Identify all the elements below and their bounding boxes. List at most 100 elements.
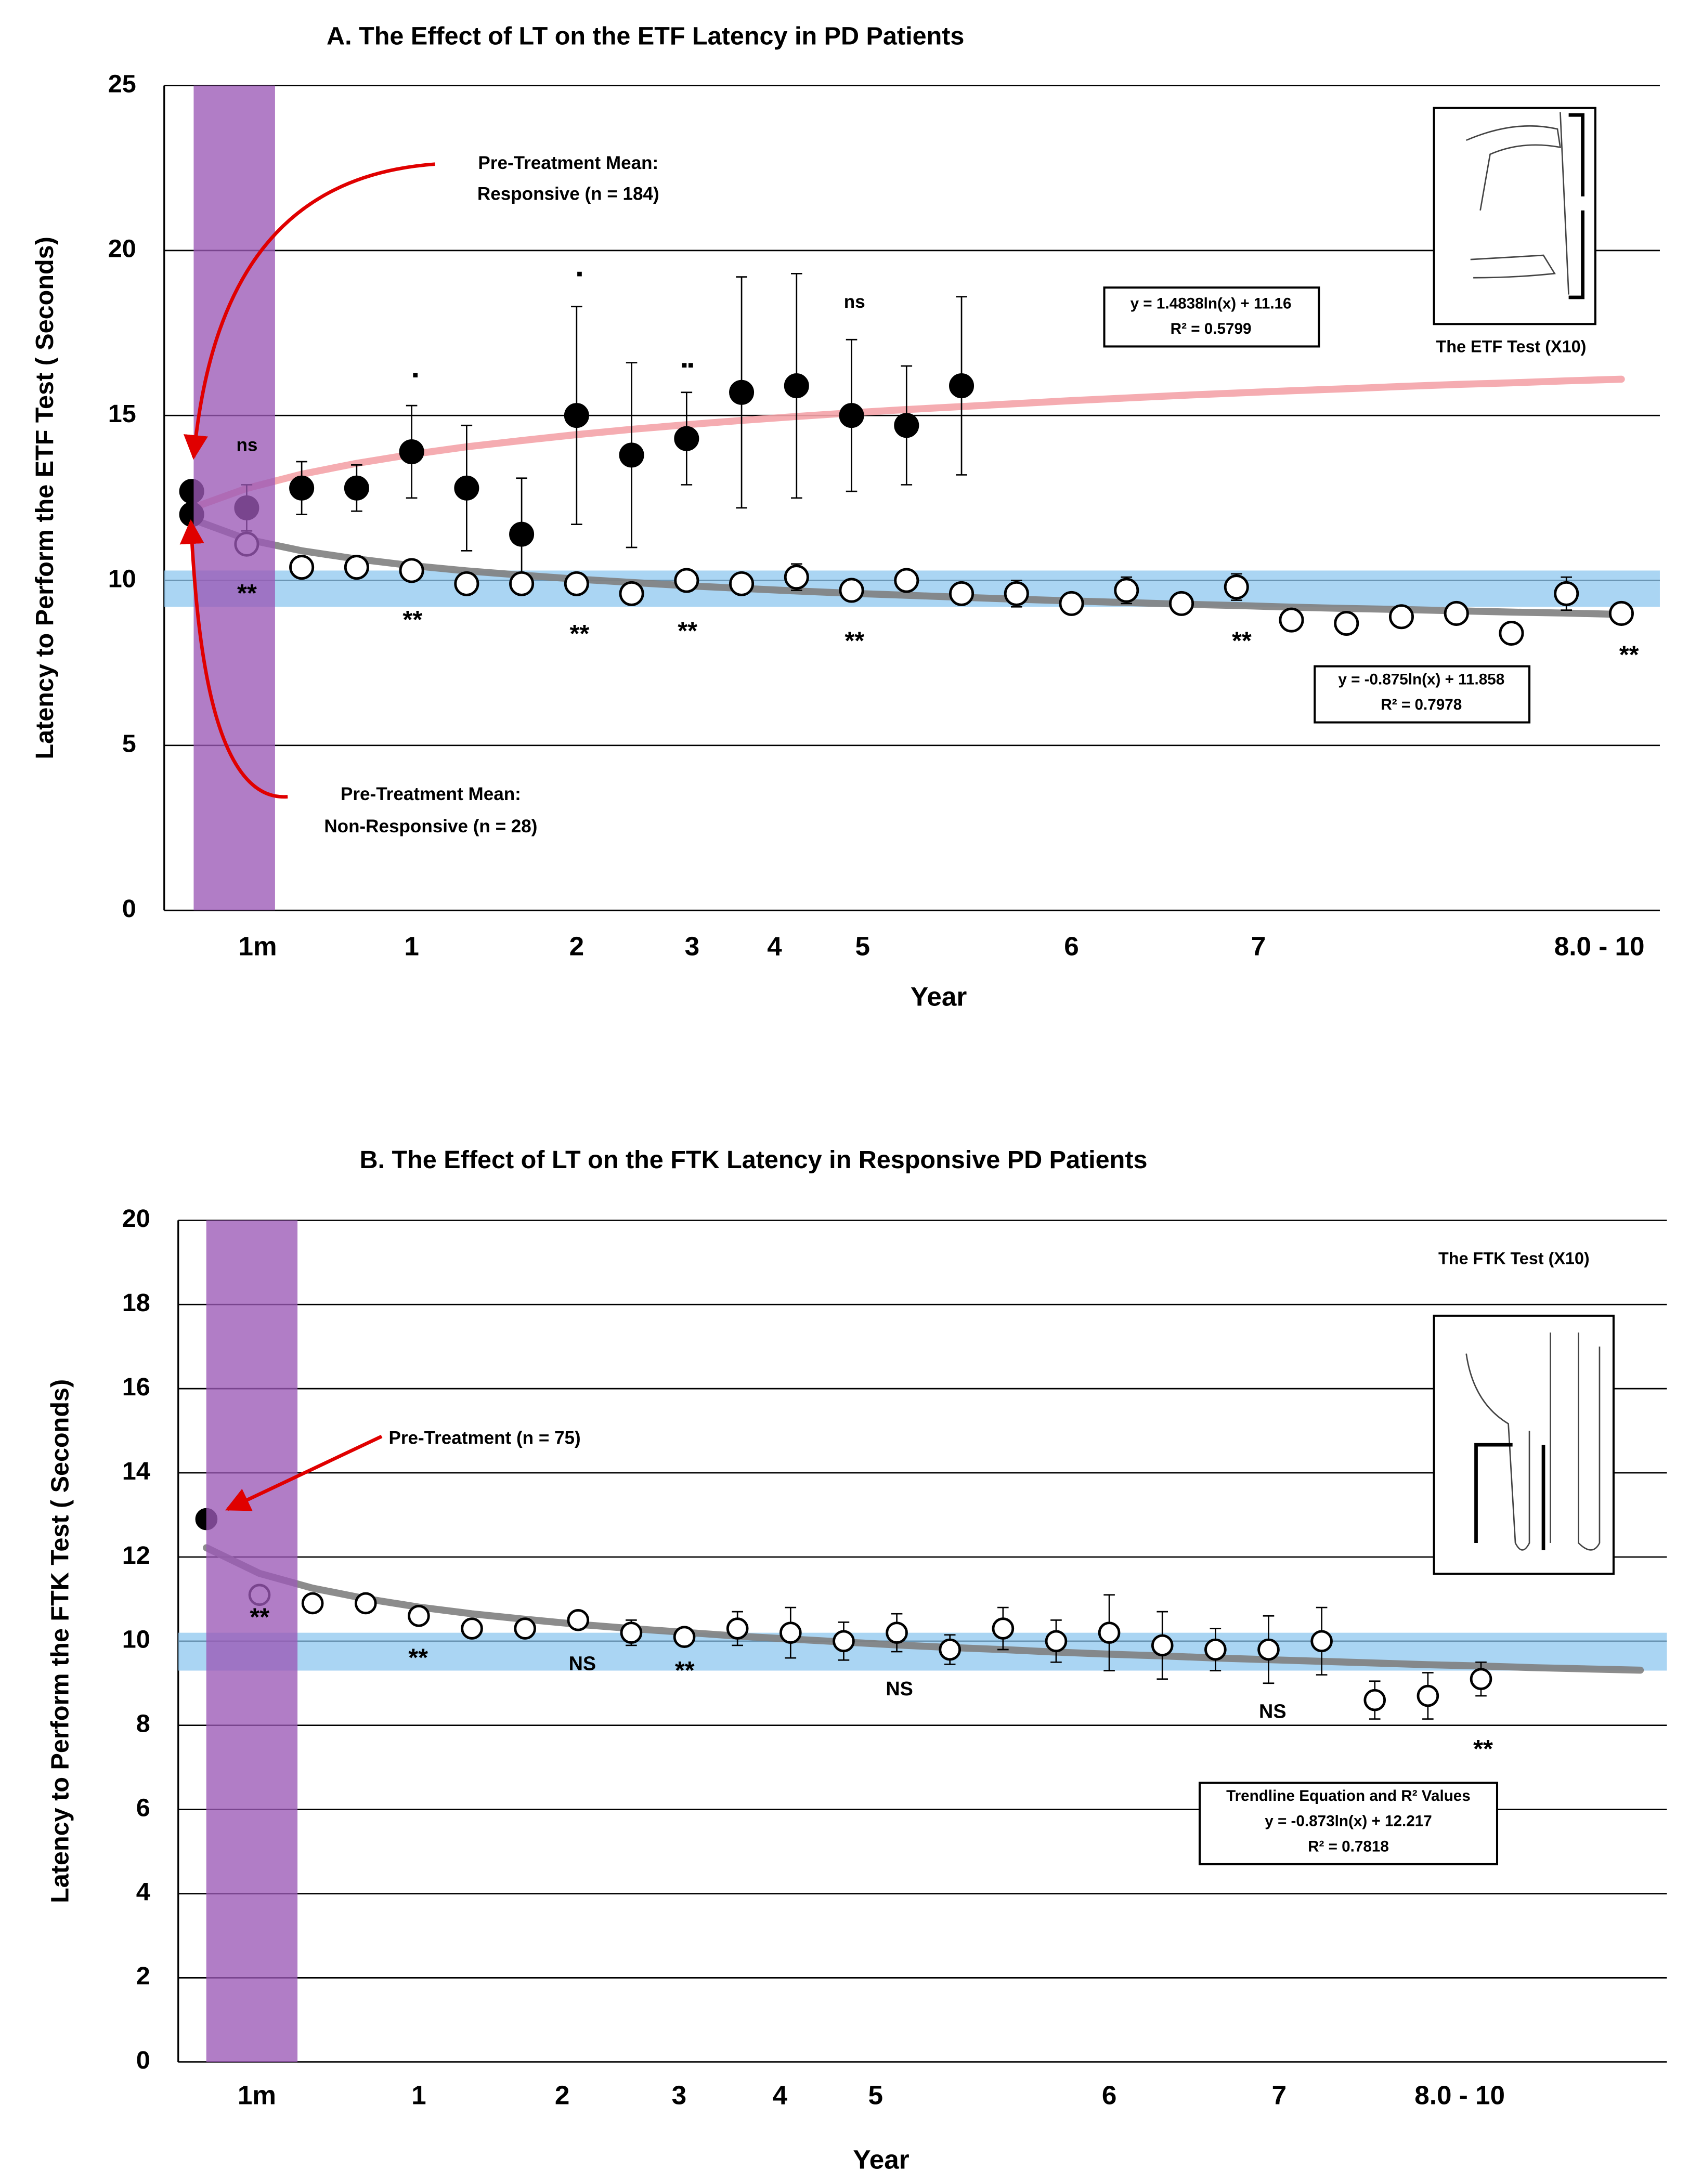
data-point [992, 1617, 1015, 1640]
data-point [674, 568, 699, 593]
data-point [1499, 621, 1524, 646]
data-point [1257, 1638, 1280, 1661]
chart: B. The Effect of LT on the FTK Latency i… [46, 1146, 1667, 2174]
annotation: ** [1473, 1735, 1493, 1763]
data-point [1554, 581, 1579, 606]
x-tick-label: 5 [855, 931, 870, 961]
annotation: ns [236, 435, 257, 455]
x-tick-label: 4 [773, 2080, 788, 2110]
data-point [1310, 1630, 1333, 1653]
y-tick-label: 0 [122, 895, 136, 923]
annotation: NS [886, 1678, 913, 1700]
y-tick-label: 6 [136, 1794, 150, 1822]
annotation: ** [844, 627, 864, 655]
data-point [1098, 1621, 1121, 1644]
y-axis-label: Latency to Perform the ETF Test ( Second… [31, 237, 59, 759]
annotation: ** [250, 1603, 269, 1631]
data-point [509, 521, 535, 547]
data-point [839, 578, 864, 603]
annotation: y = 1.4838ln(x) + 11.16 [1131, 295, 1292, 312]
annotation: ▪ [412, 364, 419, 385]
data-point [949, 581, 975, 606]
y-tick-label: 14 [122, 1457, 150, 1485]
annotation: The FTK Test (X10) [1438, 1249, 1590, 1267]
annotation: ** [1619, 641, 1639, 669]
data-point [408, 1604, 430, 1627]
annotation: Pre-Treatment (n = 75) [388, 1428, 580, 1448]
y-tick-label: 12 [122, 1541, 150, 1570]
x-axis-label: Year [911, 982, 967, 1012]
annotation: ** [1232, 627, 1252, 655]
x-tick-label: 4 [767, 931, 782, 961]
data-point [833, 1630, 855, 1653]
x-tick-label: 1 [411, 2080, 426, 2110]
data-point [1168, 591, 1194, 616]
y-tick-label: 25 [108, 70, 136, 98]
data-point [1004, 581, 1029, 606]
data-point [1045, 1630, 1068, 1653]
arrow [225, 1434, 383, 1511]
data-point [726, 1617, 749, 1640]
y-tick-label: 0 [136, 2046, 150, 2074]
y-tick-label: 16 [122, 1373, 150, 1401]
data-point [564, 403, 589, 428]
annotation: ** [570, 620, 590, 648]
data-point [939, 1638, 962, 1661]
annotation: The ETF Test (X10) [1436, 337, 1587, 356]
x-tick-label: 2 [569, 931, 584, 961]
x-tick-label: 6 [1102, 2080, 1117, 2110]
data-point [301, 1592, 324, 1615]
chart: A. The Effect of LT on the ETF Latency i… [31, 22, 1660, 1012]
chart-title: A. The Effect of LT on the ETF Latency i… [327, 22, 964, 50]
annotation: ns [844, 292, 865, 312]
data-point [1224, 574, 1249, 600]
annotation: ** [675, 1656, 695, 1684]
data-point [784, 565, 809, 590]
data-point [1151, 1634, 1174, 1657]
data-point [399, 439, 424, 465]
data-point [1334, 610, 1359, 636]
data-point [620, 1621, 643, 1644]
data-point [1444, 600, 1469, 626]
data-point [567, 1609, 590, 1631]
y-tick-label: 10 [108, 565, 136, 593]
data-point [619, 581, 644, 606]
data-point [454, 571, 479, 596]
data-point [344, 475, 369, 501]
x-tick-label: 7 [1272, 2080, 1287, 2110]
y-tick-label: 20 [108, 235, 136, 263]
y-axis-label: Latency to Perform the FTK Test ( Second… [46, 1379, 74, 1903]
annotation: ** [408, 1644, 428, 1672]
data-point [564, 571, 589, 596]
annotation: Non-Responsive (n = 28) [324, 816, 537, 836]
y-tick-label: 15 [108, 400, 136, 428]
data-point [886, 1621, 908, 1644]
annotation: y = -0.875ln(x) + 11.858 [1338, 671, 1504, 688]
annotation: Pre-Treatment Mean: [341, 784, 521, 804]
data-point [1279, 607, 1304, 633]
x-tick-label: 1m [238, 2080, 276, 2110]
y-tick-label: 2 [136, 1962, 150, 1990]
y-tick-label: 8 [136, 1710, 150, 1738]
data-point [344, 555, 369, 580]
annotation: y = -0.873ln(x) + 12.217 [1265, 1813, 1432, 1830]
annotation: NS [1259, 1701, 1286, 1722]
data-point [509, 571, 535, 596]
x-tick-label: 3 [685, 931, 700, 961]
data-point [1114, 578, 1139, 603]
data-point [1204, 1638, 1227, 1661]
trend-line [188, 515, 1625, 618]
data-point [289, 555, 315, 580]
y-tick-label: 4 [136, 1878, 150, 1906]
etf-illustration [1433, 107, 1596, 325]
annotation: Pre-Treatment Mean: [478, 153, 658, 173]
chart-title: B. The Effect of LT on the FTK Latency i… [359, 1146, 1147, 1174]
data-point [619, 442, 644, 468]
data-point [949, 373, 975, 399]
annotation: R² = 0.5799 [1171, 320, 1252, 337]
annotation: R² = 0.7978 [1381, 696, 1462, 713]
data-point [1388, 604, 1414, 630]
x-tick-label: 5 [868, 2080, 883, 2110]
data-point [674, 426, 699, 451]
x-tick-label: 1 [404, 931, 419, 961]
